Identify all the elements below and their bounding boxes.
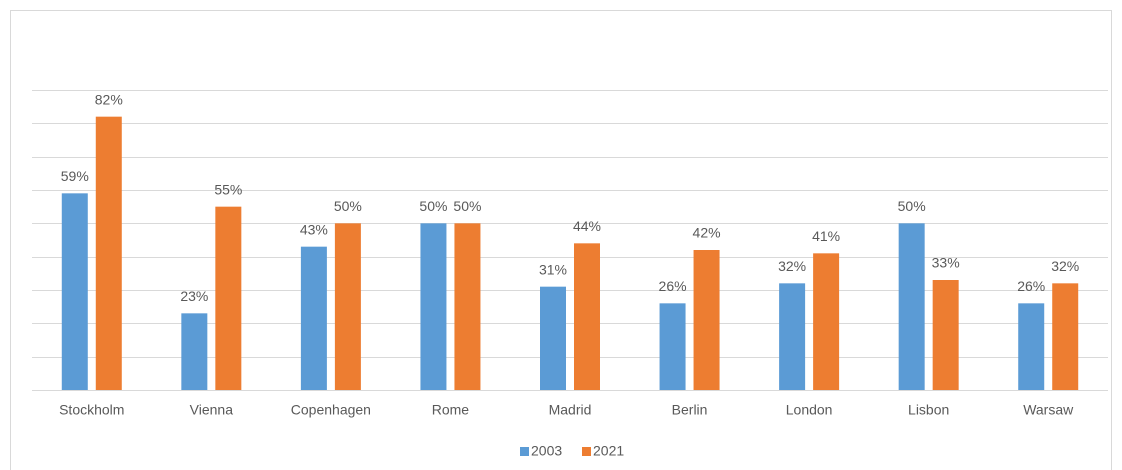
data-label: 33% [932, 255, 960, 271]
data-label: 44% [573, 218, 601, 234]
bar [659, 303, 686, 390]
data-label: 31% [539, 261, 567, 277]
data-label: 50% [419, 198, 447, 214]
data-label: 32% [1051, 258, 1079, 274]
bar [420, 223, 447, 390]
data-label: 26% [1017, 278, 1045, 294]
bar [95, 116, 122, 391]
x-tick-label: Madrid [549, 402, 592, 418]
x-tick-label: Rome [432, 402, 470, 418]
bar [1018, 303, 1045, 390]
data-label: 42% [693, 225, 721, 241]
data-label: 26% [659, 278, 687, 294]
data-label: 50% [453, 198, 481, 214]
bar [181, 313, 208, 390]
x-tick-label: Berlin [672, 402, 708, 418]
data-label: 32% [778, 258, 806, 274]
data-label: 50% [898, 198, 926, 214]
bar [454, 223, 481, 390]
legend-label: 2021 [593, 443, 624, 459]
x-tick-label: London [786, 402, 833, 418]
x-tick-label: Vienna [190, 402, 234, 418]
legend-label: 2003 [531, 443, 562, 459]
data-label: 55% [214, 181, 242, 197]
x-tick-label: Warsaw [1023, 402, 1074, 418]
data-label: 43% [300, 221, 328, 237]
bar [898, 223, 925, 390]
data-label: 23% [180, 288, 208, 304]
bar [779, 283, 806, 390]
bar [334, 223, 361, 390]
bar [932, 280, 959, 390]
chart-frame [10, 10, 1112, 470]
bar [215, 206, 242, 390]
x-tick-label: Copenhagen [291, 402, 371, 418]
bar [813, 253, 840, 390]
bar [540, 286, 566, 390]
bar [300, 246, 327, 390]
data-label: 59% [61, 168, 89, 184]
bar [1052, 283, 1079, 390]
bar [61, 193, 88, 390]
data-label: 82% [95, 91, 123, 107]
legend-swatch [520, 447, 529, 456]
legend-swatch [582, 447, 591, 456]
bar [693, 250, 720, 390]
x-tick-label: Lisbon [908, 402, 949, 418]
data-label: 50% [334, 198, 362, 214]
bar [574, 243, 600, 390]
x-tick-label: Stockholm [59, 402, 124, 418]
data-label: 41% [812, 228, 840, 244]
